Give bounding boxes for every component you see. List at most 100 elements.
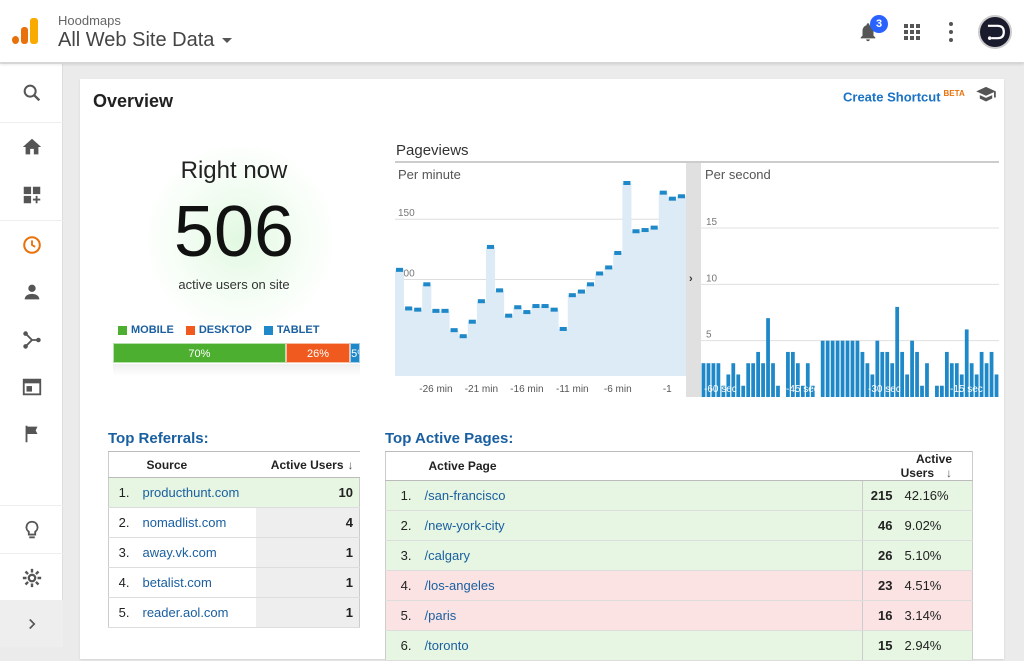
bar: [974, 374, 979, 397]
page-cell: /san-francisco: [418, 480, 863, 511]
more-vert-icon[interactable]: [949, 22, 953, 42]
analytics-logo[interactable]: [12, 18, 38, 44]
source-cell: away.vk.com: [136, 537, 256, 568]
bar: [771, 363, 775, 397]
chevron-right-icon: [28, 618, 35, 629]
y-tick-label: 100: [398, 269, 415, 280]
users-cell: 23: [862, 570, 899, 601]
sidebar-item-admin[interactable]: [0, 553, 63, 601]
data-point: [468, 319, 476, 324]
gear-icon: [22, 568, 41, 587]
source-cell: nomadlist.com: [136, 507, 256, 538]
active-users-column-header[interactable]: Active Users ↓: [862, 451, 973, 481]
sidebar-item-home[interactable]: [0, 122, 63, 170]
sidebar-item-discover[interactable]: [0, 505, 63, 553]
data-point: [496, 288, 504, 293]
bar: [954, 363, 959, 397]
sidebar-item-audience[interactable]: [0, 268, 63, 316]
users-cell: 4: [255, 507, 360, 538]
percent-cell: 4.51%: [898, 570, 973, 601]
apps-grid-icon[interactable]: [904, 24, 920, 40]
sidebar-item-conversions[interactable]: [0, 410, 63, 458]
bar: [791, 351, 795, 397]
data-point: [396, 267, 404, 272]
y-tick-label: 15: [706, 217, 718, 228]
source-link[interactable]: producthunt.com: [142, 485, 240, 500]
sidebar-item-behavior[interactable]: [0, 363, 63, 411]
page-link[interactable]: /paris: [424, 608, 457, 623]
data-point: [659, 190, 667, 195]
index-column-header: [108, 451, 137, 478]
avatar[interactable]: [978, 15, 1012, 49]
row-index: 1.: [385, 480, 419, 511]
create-shortcut-label: Create Shortcut: [843, 89, 941, 105]
page-cell: /los-angeles: [418, 570, 863, 601]
table-row: 2. /new-york-city 46 9.02%: [385, 510, 973, 541]
users-cell: 10: [255, 477, 360, 508]
bar: [776, 385, 780, 397]
sidebar-expand-button[interactable]: [0, 600, 63, 647]
users-cell: 1: [255, 537, 360, 568]
page-link[interactable]: /los-angeles: [424, 578, 495, 593]
table-row: 4. /los-angeles 23 4.51%: [385, 570, 973, 601]
page-link[interactable]: /toronto: [424, 638, 469, 653]
bar: [855, 340, 860, 397]
data-point: [623, 181, 631, 185]
x-tick-label: -30 sec: [868, 384, 901, 395]
clock-icon: [22, 235, 41, 254]
source-link[interactable]: nomadlist.com: [142, 515, 227, 530]
sidebar-item-realtime[interactable]: [0, 220, 63, 268]
right-now-glow: [140, 139, 340, 339]
active-page-column-header[interactable]: Active Page: [418, 451, 863, 481]
row-index: 4.: [385, 570, 419, 601]
percent-cell: 2.94%: [898, 630, 973, 661]
bar: [795, 363, 800, 397]
data-point: [414, 307, 422, 312]
page-cell: /calgary: [418, 540, 863, 571]
property-label: All Web Site Data: [58, 29, 215, 51]
top-referrals-table: Source Active Users ↓ 1. producthunt.com …: [108, 451, 360, 628]
data-point: [632, 229, 640, 234]
source-column-header[interactable]: Source: [136, 451, 256, 478]
create-shortcut-link[interactable]: Create Shortcut BETA: [843, 89, 965, 104]
users-cell: 1: [255, 597, 360, 628]
bar: [845, 340, 850, 397]
source-cell: reader.aol.com: [136, 597, 256, 628]
source-link[interactable]: away.vk.com: [142, 545, 217, 560]
bar: [984, 363, 989, 397]
bar: [726, 374, 731, 397]
behavior-icon: [22, 378, 41, 396]
bar: [761, 363, 765, 397]
bar: [925, 363, 929, 397]
bar: [920, 385, 924, 397]
graduation-cap-icon[interactable]: [975, 86, 997, 102]
data-point: [486, 244, 495, 249]
source-link[interactable]: reader.aol.com: [142, 605, 229, 620]
bar: [949, 363, 954, 397]
percent-cell: 3.14%: [898, 600, 973, 631]
sidebar-item-customization[interactable]: [0, 171, 63, 219]
row-index: 3.: [108, 537, 137, 568]
sidebar-item-search[interactable]: [0, 69, 63, 117]
sort-arrow-icon: ↓: [946, 466, 952, 480]
data-point: [423, 282, 431, 287]
sidebar-item-acquisition[interactable]: [0, 316, 63, 364]
bar: [800, 385, 805, 397]
per-minute-label: Per minute: [398, 167, 461, 182]
chart-divider[interactable]: ›: [686, 163, 701, 397]
data-point: [541, 304, 549, 309]
device-legend: MOBILE DESKTOP TABLET: [118, 324, 328, 338]
page-link[interactable]: /san-francisco: [424, 488, 506, 503]
active-users-column-header[interactable]: Active Users ↓: [255, 451, 360, 478]
property-selector[interactable]: All Web Site Data: [58, 29, 233, 52]
home-icon: [22, 138, 41, 154]
page-link[interactable]: /calgary: [424, 548, 471, 563]
bar: [969, 363, 974, 397]
source-link[interactable]: betalist.com: [142, 575, 212, 590]
page-link[interactable]: /new-york-city: [424, 518, 505, 533]
data-point: [459, 334, 467, 339]
per-minute-chart: 50100150-26 min-21 min-16 min-11 min-6 m…: [395, 163, 686, 397]
account-name: Hoodmaps: [58, 13, 121, 28]
device-segment-desktop: 26%: [285, 343, 351, 363]
top-active-pages-table: Active Page Active Users ↓ 1. /san-franci…: [385, 451, 973, 661]
